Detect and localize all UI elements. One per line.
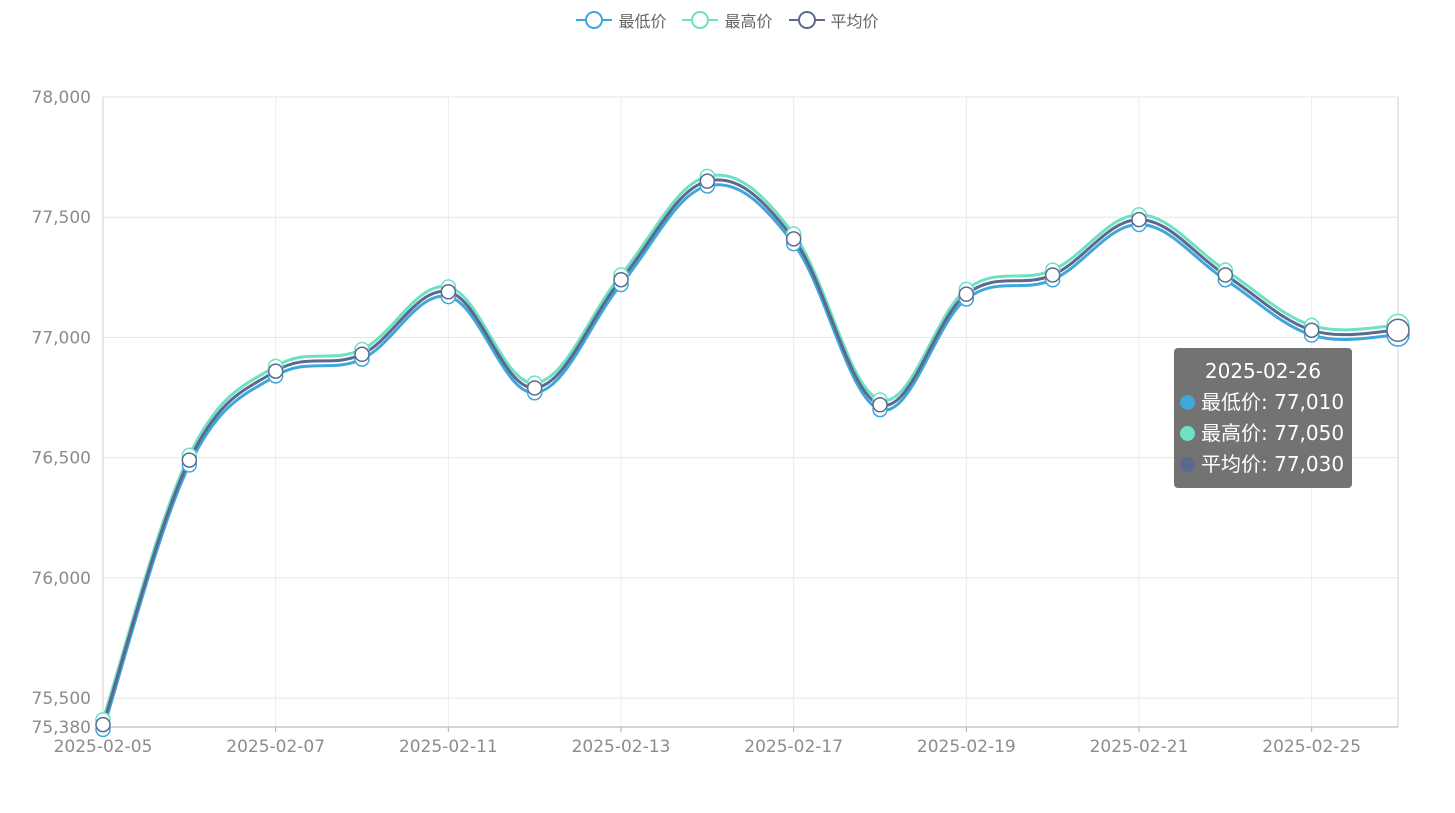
tooltip-row-min: 最低价: 77,010 — [1180, 387, 1346, 418]
data-point-avg — [699, 173, 716, 189]
data-point-avg — [526, 380, 543, 396]
x-tick-label: 2025-02-13 — [572, 737, 671, 757]
tooltip-dot-avg-icon — [1180, 457, 1195, 472]
tooltip-row-max-label: 最高价: 77,050 — [1201, 421, 1345, 445]
legend: 最低价 最高价 平均价 — [0, 8, 1455, 32]
legend-marker-avg-icon — [788, 11, 825, 29]
data-point-avg — [872, 397, 888, 413]
data-point-avg — [1044, 267, 1061, 283]
data-point-avg — [440, 284, 457, 300]
y-tick-label: 78,000 — [32, 88, 91, 108]
x-tick-label: 2025-02-17 — [744, 737, 843, 757]
legend-item-min[interactable]: 最低价 — [576, 8, 666, 32]
x-tick-label: 2025-02-19 — [917, 737, 1016, 757]
data-point-avg — [1217, 267, 1234, 283]
legend-marker-min-icon — [576, 11, 613, 29]
tooltip-row-avg: 平均价: 77,030 — [1180, 449, 1346, 480]
x-tick-label: 2025-02-07 — [226, 737, 325, 757]
x-tick-label: 2025-02-05 — [54, 737, 153, 757]
y-tick-label: 77,500 — [32, 208, 91, 228]
series-line-max — [101, 173, 1399, 721]
tooltip-dot-min-icon — [1180, 395, 1195, 410]
data-point-avg — [181, 452, 198, 468]
data-point-avg — [267, 363, 284, 379]
legend-label-avg: 平均价 — [830, 12, 879, 31]
data-point-avg — [785, 231, 802, 247]
data-point-avg — [613, 271, 629, 288]
series-line-avg — [101, 178, 1399, 726]
tooltip-row-avg-label: 平均价: 77,030 — [1201, 452, 1345, 476]
data-point-avg — [95, 716, 111, 733]
data-point-avg — [1303, 322, 1320, 338]
x-tick-label: 2025-02-25 — [1262, 737, 1361, 757]
tooltip-title: 2025-02-26 — [1204, 359, 1322, 383]
data-point-avg — [1131, 211, 1147, 228]
tooltip: 2025-02-26 最低价: 77,010 最高价: 77,050 平均价: … — [1174, 348, 1352, 488]
data-point-avg — [354, 346, 370, 363]
legend-label-min: 最低价 — [618, 12, 667, 31]
x-tick-label: 2025-02-21 — [1090, 737, 1189, 757]
legend-item-max[interactable]: 最高价 — [682, 8, 773, 32]
y-tick-label: 75,380 — [32, 718, 91, 738]
y-tick-label: 75,500 — [32, 689, 91, 709]
tooltip-row-max: 最高价: 77,050 — [1180, 418, 1346, 449]
legend-label-max: 最高价 — [724, 12, 773, 31]
tooltip-row-min-label: 最低价: 77,010 — [1201, 390, 1345, 414]
y-tick-label: 77,000 — [32, 328, 91, 348]
tooltip-dot-max-icon — [1180, 426, 1195, 441]
series-line-min — [101, 183, 1399, 730]
y-tick-label: 76,500 — [32, 449, 91, 469]
legend-marker-max-icon — [682, 11, 719, 29]
y-tick-label: 76,000 — [32, 569, 91, 589]
legend-item-avg[interactable]: 平均价 — [788, 8, 879, 32]
x-tick-label: 2025-02-11 — [399, 737, 498, 757]
data-point-avg — [1386, 318, 1410, 342]
data-point-avg — [958, 286, 975, 302]
